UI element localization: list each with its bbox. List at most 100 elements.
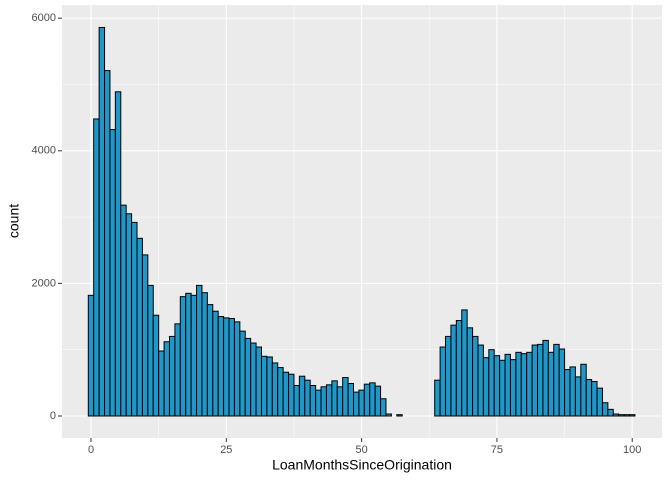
bar: [196, 284, 203, 417]
bar: [223, 317, 230, 417]
bar: [477, 344, 484, 417]
bar: [531, 344, 539, 417]
bar: [455, 320, 463, 417]
bar: [239, 330, 246, 417]
bar: [434, 379, 441, 417]
bar: [336, 386, 344, 417]
bar: [131, 221, 138, 417]
bar: [174, 323, 181, 417]
bar: [526, 351, 533, 417]
bar: [347, 383, 355, 417]
bar: [542, 339, 549, 417]
bar: [564, 369, 571, 417]
bar: [271, 362, 279, 417]
bar: [520, 353, 528, 417]
bar: [179, 296, 187, 417]
bar: [493, 355, 501, 417]
y-axis-title: count: [6, 204, 22, 238]
bar: [547, 351, 555, 417]
bar: [136, 237, 143, 417]
bar: [331, 380, 338, 417]
x-tick-label: 50: [355, 444, 367, 456]
bar: [260, 355, 268, 417]
bar: [93, 118, 100, 417]
bar: [147, 284, 154, 417]
bar: [623, 414, 631, 417]
bar: [217, 316, 225, 417]
bar: [212, 310, 219, 417]
bar: [277, 367, 284, 417]
bar: [190, 294, 198, 417]
bar: [396, 414, 403, 417]
bar: [558, 348, 566, 417]
bar: [504, 353, 511, 417]
bar: [363, 383, 371, 417]
bar: [585, 379, 593, 417]
x-tick-label: 0: [88, 444, 94, 456]
bar: [499, 359, 506, 417]
bar: [596, 387, 603, 417]
bar: [125, 213, 133, 417]
bar: [152, 314, 160, 417]
bar: [591, 381, 598, 417]
bar: [293, 384, 300, 417]
bar: [358, 389, 365, 417]
bar: [228, 318, 235, 417]
bar: [206, 304, 214, 417]
bar: [509, 359, 517, 417]
bar: [472, 335, 479, 417]
bar: [98, 26, 106, 417]
bar: [537, 343, 544, 417]
x-tick-label: 25: [220, 444, 232, 456]
bar: [163, 341, 170, 417]
bar: [104, 70, 111, 417]
bar: [315, 389, 322, 417]
bar: [109, 129, 116, 417]
bar: [488, 349, 495, 417]
bar: [461, 309, 468, 417]
bar: [466, 327, 474, 417]
bar: [369, 382, 376, 417]
bar: [282, 371, 290, 417]
bar: [158, 350, 165, 417]
bar: [87, 294, 95, 417]
bar: [629, 414, 636, 417]
bar: [244, 337, 252, 417]
bar: [342, 377, 349, 417]
bar: [288, 373, 295, 417]
bar: [325, 384, 333, 417]
bar: [201, 292, 208, 417]
bar: [385, 413, 392, 417]
bar: [482, 357, 490, 417]
bar: [304, 379, 311, 417]
bar: [250, 342, 257, 417]
bar: [580, 363, 587, 417]
bar: [298, 375, 306, 417]
x-axis-title: LoanMonthsSinceOrigination: [272, 457, 452, 473]
bar: [601, 402, 609, 417]
bar: [607, 408, 614, 417]
bar: [612, 413, 620, 417]
bar: [574, 376, 582, 417]
bar: [168, 335, 176, 417]
bar: [450, 324, 457, 417]
bar: [266, 356, 273, 417]
bar: [233, 321, 241, 417]
bar: [353, 391, 360, 417]
bar: [320, 386, 327, 417]
x-tick-label: 100: [623, 444, 641, 456]
bar: [309, 384, 317, 417]
bar: [120, 204, 127, 417]
y-tick-label: 6000: [32, 12, 56, 24]
bar: [569, 366, 576, 417]
bar: [553, 343, 560, 417]
bar: [380, 398, 387, 417]
y-tick-label: 2000: [32, 277, 56, 289]
x-tick-label: 75: [491, 444, 503, 456]
bar: [445, 335, 452, 417]
bar: [439, 346, 447, 417]
y-tick-label: 4000: [32, 145, 56, 157]
bar: [185, 292, 192, 417]
bar: [141, 254, 149, 417]
